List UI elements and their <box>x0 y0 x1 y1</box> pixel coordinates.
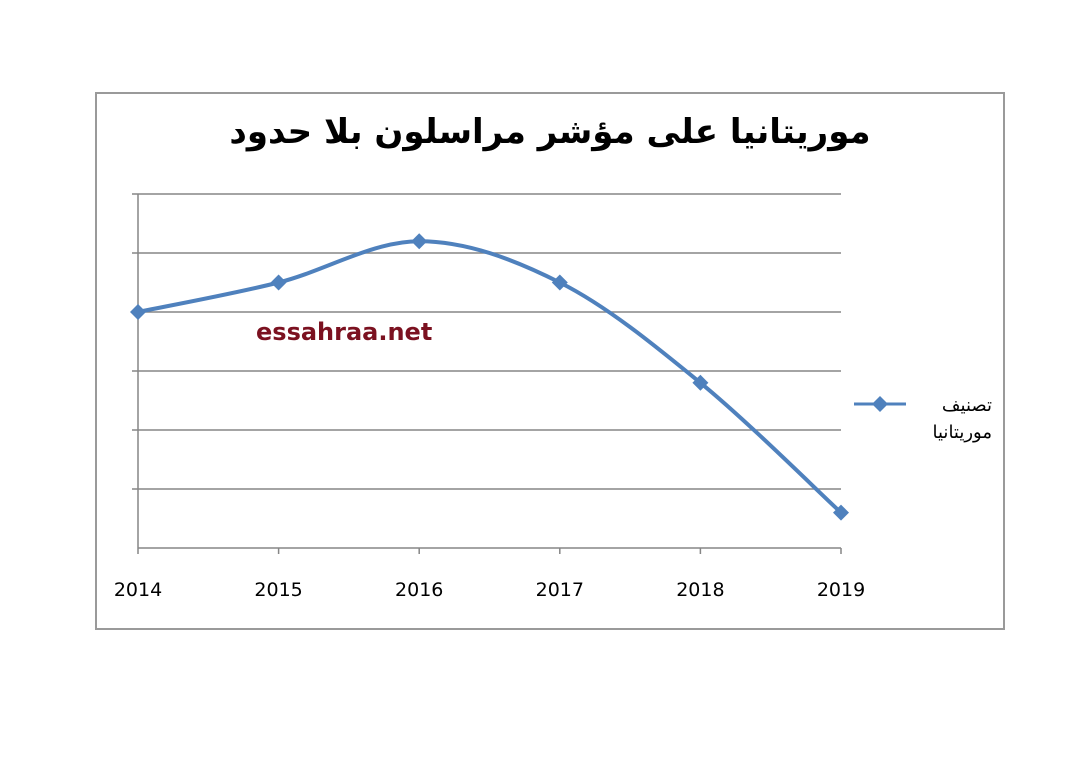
chart-title: موريتانيا على مؤشر مراسلون بلا حدود <box>229 112 871 152</box>
data-point-marker <box>692 374 709 391</box>
legend: تصنيف موريتانيا <box>852 392 992 452</box>
x-tick-label: 2018 <box>676 579 724 601</box>
watermark: essahraa.net <box>256 318 433 346</box>
series-line <box>137 239 843 515</box>
data-point-marker <box>411 233 428 250</box>
data-point-marker <box>130 304 146 320</box>
data-point-marker <box>833 504 849 521</box>
x-tick-label: 2017 <box>536 579 584 601</box>
axes <box>132 193 842 554</box>
x-tick-label: 2014 <box>114 579 162 601</box>
chart-frame <box>95 92 1005 630</box>
series-markers <box>130 233 849 521</box>
series-line-path <box>137 239 843 515</box>
legend-marker-icon <box>854 396 906 412</box>
gridlines <box>138 193 841 490</box>
data-point-marker <box>270 274 287 291</box>
x-tick-labels: 2014 2015 2016 2017 2018 2019 <box>114 579 865 601</box>
data-point-marker <box>551 274 568 291</box>
legend-label: تصنيف موريتانيا <box>932 395 992 443</box>
x-tick-label: 2015 <box>254 579 302 601</box>
x-tick-label: 2019 <box>817 579 865 601</box>
x-tick-label: 2016 <box>395 579 443 601</box>
